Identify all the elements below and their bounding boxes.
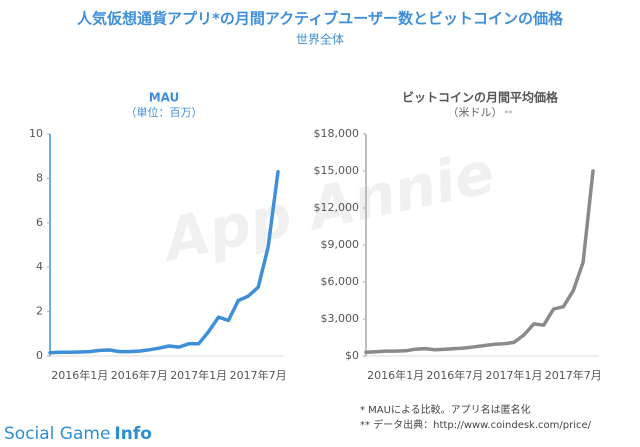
y-tick-label: $12,000 (314, 201, 360, 214)
x-tick-label: 2017年7月 (230, 368, 287, 382)
x-tick-label: 2016年7月 (426, 368, 483, 382)
brand-part: Info (114, 424, 152, 444)
subtitle-text: （米ドル） (448, 106, 503, 119)
y-tick-label: 4 (36, 260, 43, 273)
subtitle-mark: ** (505, 109, 513, 118)
y-tick-label: $3,000 (321, 312, 360, 325)
x-tick-label: 2017年1月 (486, 368, 543, 382)
subtitle-text: （単位：百万） (126, 105, 203, 119)
y-tick-label: $15,000 (314, 164, 360, 177)
line-series (48, 169, 280, 355)
chart-subtitle: （米ドル） ** (448, 106, 513, 119)
y-tick-label: $0 (345, 349, 359, 362)
y-tick-label: 8 (36, 171, 43, 184)
line-series (364, 169, 595, 355)
y-tick-label: 0 (36, 349, 43, 362)
y-tick-label: $6,000 (321, 275, 360, 288)
page-subtitle: 世界全体 (296, 32, 344, 47)
x-tick-label: 2016年7月 (111, 368, 168, 382)
brand-part: Social Game (4, 424, 110, 444)
y-tick-label: 2 (36, 305, 43, 318)
y-tick-label: 10 (29, 127, 43, 140)
x-tick-label: 2017年1月 (170, 368, 227, 382)
y-tick-label: $9,000 (321, 238, 360, 251)
x-tick-label: 2017年7月 (545, 368, 602, 382)
chart-title: MAU (149, 91, 180, 105)
page-title: 人気仮想通貨アプリ*の月間アクティブユーザー数とビットコインの価格 (77, 10, 564, 28)
chart-title: ビットコインの月間平均価格 (402, 90, 559, 105)
footnote: * MAUによる比較。アプリ名は匿名化 (360, 403, 531, 416)
y-tick-label: 6 (36, 216, 43, 229)
brand: Social Game Info (4, 424, 152, 444)
footnote: ** データ出典：http://www.coindesk.com/price/ (360, 418, 592, 431)
chart-subtitle: （単位：百万） (126, 105, 203, 119)
x-tick-label: 2016年1月 (51, 368, 108, 382)
x-tick-label: 2016年1月 (367, 368, 424, 382)
y-tick-label: $18,000 (314, 127, 360, 140)
